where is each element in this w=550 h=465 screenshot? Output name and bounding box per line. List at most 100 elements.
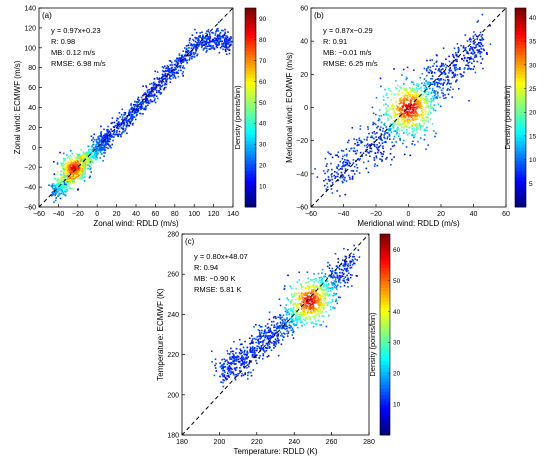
scatter-point: [119, 134, 122, 136]
scatter-point: [106, 140, 109, 142]
scatter-point: [73, 176, 75, 179]
scatter-point: [205, 42, 208, 44]
scatter-point: [320, 303, 323, 305]
scatter-point: [426, 74, 428, 77]
scatter-point: [161, 73, 164, 76]
scatter-point: [246, 351, 248, 354]
scatter-point: [215, 38, 217, 40]
scatter-point: [387, 114, 389, 116]
scatter-point: [331, 172, 333, 175]
scatter-point: [120, 135, 122, 138]
scatter-point: [90, 152, 92, 154]
scatter-point: [343, 272, 345, 275]
scatter-point: [403, 89, 405, 91]
scatter-point: [261, 347, 264, 350]
scatter-point: [356, 141, 359, 144]
scatter-point: [386, 156, 388, 159]
scatter-point: [205, 51, 207, 53]
scatter-point: [401, 112, 404, 115]
scatter-point: [296, 321, 299, 324]
scatter-point: [420, 86, 422, 89]
scatter-point: [89, 160, 92, 162]
scatter-point: [89, 175, 91, 178]
scatter-point: [297, 318, 299, 321]
scatter-point: [140, 103, 142, 106]
stat-text: RMSE: 6.25 m/s: [323, 59, 378, 68]
scatter-point: [331, 192, 334, 194]
scatter-point: [63, 185, 66, 188]
scatter-point: [67, 181, 70, 183]
scatter-point: [223, 46, 226, 48]
scatter-point: [408, 86, 411, 89]
scatter-point: [108, 144, 110, 146]
scatter-point: [430, 98, 432, 100]
scatter-point: [142, 94, 144, 97]
scatter-point: [259, 348, 262, 351]
scatter-point: [250, 347, 252, 350]
scatter-point: [333, 294, 336, 296]
scatter-point: [84, 171, 86, 173]
scatter-point: [290, 310, 292, 312]
scatter-point: [470, 52, 473, 54]
scatter-point: [223, 369, 225, 372]
colorbar-segment: [245, 167, 256, 171]
scatter-point: [323, 306, 325, 309]
scatter-point: [412, 119, 414, 121]
scatter-point: [321, 304, 324, 306]
scatter-point: [455, 60, 458, 62]
scatter-point: [269, 341, 272, 343]
scatter-point: [309, 303, 312, 305]
scatter-point: [150, 91, 152, 94]
scatter-point: [142, 113, 144, 115]
scatter-point: [249, 349, 251, 352]
scatter-point: [63, 183, 66, 186]
scatter-point: [445, 58, 447, 60]
scatter-point: [419, 97, 422, 100]
scatter-point: [443, 97, 445, 100]
scatter-point: [419, 137, 422, 139]
density-cloud: [211, 244, 361, 388]
scatter-point: [304, 316, 307, 319]
scatter-point: [388, 135, 391, 137]
scatter-point: [229, 44, 232, 47]
scatter-point: [227, 42, 229, 45]
scatter-point: [164, 73, 167, 76]
scatter-point: [74, 157, 77, 159]
scatter-point: [227, 46, 230, 49]
scatter-point: [415, 107, 418, 110]
scatter-point: [211, 361, 213, 363]
scatter-point: [478, 42, 480, 44]
scatter-point: [153, 94, 156, 96]
scatter-point: [85, 156, 88, 159]
scatter-point: [347, 164, 349, 167]
scatter-point: [415, 123, 417, 126]
scatter-point: [315, 293, 317, 295]
scatter-point: [336, 302, 339, 305]
scatter-point: [63, 182, 66, 184]
scatter-point: [151, 82, 153, 85]
scatter-point: [317, 304, 320, 306]
scatter-point: [330, 275, 333, 278]
colorbar-segment: [515, 157, 526, 161]
x-tick-label: 0: [407, 211, 411, 218]
scatter-point: [411, 111, 414, 114]
scatter-point: [304, 303, 307, 305]
scatter-point: [410, 125, 413, 128]
scatter-point: [445, 76, 448, 78]
scatter-point: [145, 93, 147, 95]
scatter-point: [279, 327, 281, 329]
scatter-point: [145, 102, 148, 104]
scatter-point: [306, 305, 308, 307]
scatter-point: [422, 125, 424, 127]
scatter-point: [232, 360, 234, 362]
scatter-point: [400, 102, 403, 104]
scatter-point: [233, 354, 235, 356]
scatter-point: [416, 112, 418, 115]
panel-tag: (a): [42, 11, 52, 20]
scatter-point: [286, 297, 288, 300]
scatter-point: [374, 133, 377, 135]
scatter-point: [215, 39, 218, 41]
scatter-point: [335, 276, 337, 279]
colorbar-segment: [245, 124, 256, 128]
scatter-point: [267, 326, 270, 329]
